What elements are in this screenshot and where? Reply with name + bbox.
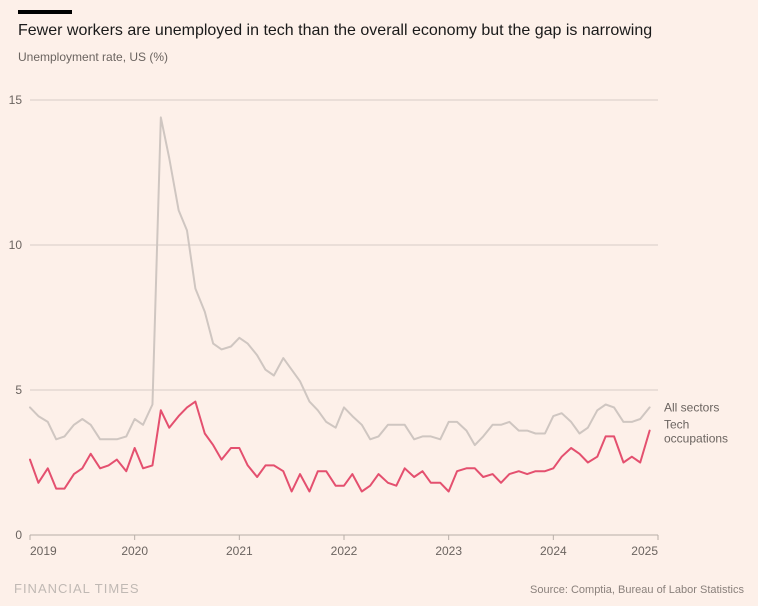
chart-title: Fewer workers are unemployed in tech tha…	[18, 22, 740, 40]
x-tick-label: 2022	[331, 544, 358, 558]
x-tick-label: 2021	[226, 544, 253, 558]
legend-label: All sectors	[664, 400, 719, 414]
x-tick-label: 2020	[121, 544, 148, 558]
chart-container: Fewer workers are unemployed in tech tha…	[0, 0, 758, 606]
source-label: Source: Comptia, Bureau of Labor Statist…	[530, 584, 744, 596]
series-line-all-sectors	[30, 117, 650, 445]
x-tick-label: 2019	[30, 544, 57, 558]
y-tick-label: 5	[15, 383, 22, 397]
chart-footer: FINANCIAL TIMES Source: Comptia, Bureau …	[14, 581, 744, 596]
chart-plot: 0 5 10 15 2019 2020 2021 2022 2023 2024 2025 All se…	[0, 80, 758, 565]
brand-label: FINANCIAL TIMES	[14, 581, 140, 596]
x-tick-label: 2024	[540, 544, 567, 558]
y-tick-label: 0	[15, 528, 22, 542]
x-tick-label: 2025	[631, 544, 658, 558]
legend-label: occupations	[664, 432, 728, 446]
legend-label: Tech	[664, 418, 689, 432]
y-tick-label: 15	[9, 93, 23, 107]
y-tick-label: 10	[9, 238, 23, 252]
x-tick-label: 2023	[435, 544, 462, 558]
chart-subtitle: Unemployment rate, US (%)	[18, 50, 168, 64]
section-marker	[18, 10, 72, 14]
